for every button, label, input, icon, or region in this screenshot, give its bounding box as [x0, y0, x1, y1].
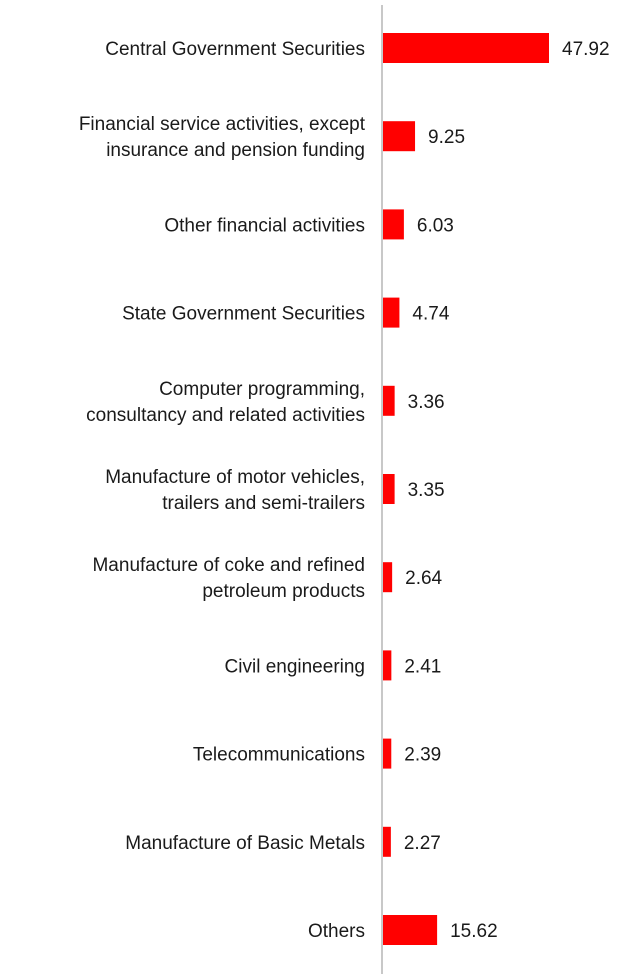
- value-label-7: 2.41: [404, 656, 441, 677]
- value-label-4: 3.36: [408, 392, 445, 413]
- bar-4: [383, 385, 395, 416]
- bar-1: [383, 121, 416, 152]
- category-label-7: Civil engineering: [225, 656, 365, 677]
- bar-10: [383, 915, 438, 945]
- category-label-line: insurance and pension funding: [106, 140, 365, 161]
- bar-3: [383, 297, 400, 328]
- bar-0: [383, 33, 549, 63]
- category-label-line: trailers and semi-trailers: [162, 493, 365, 514]
- category-label-line: Manufacture of coke and refined: [92, 555, 365, 576]
- category-label-4: Computer programming, consultancy and rel…: [86, 379, 365, 426]
- category-label-9: Manufacture of Basic Metals: [125, 833, 365, 854]
- value-label-10: 15.62: [450, 921, 498, 942]
- category-label-line: Telecommunications: [193, 745, 365, 766]
- category-label-line: Manufacture of motor vehicles,: [105, 467, 365, 488]
- bar-7: [383, 650, 392, 681]
- category-label-2: Other financial activities: [164, 215, 365, 236]
- category-label-0: Central Government Securities: [105, 39, 365, 60]
- category-label-8: Telecommunications: [193, 745, 365, 766]
- category-label-line: Others: [308, 921, 365, 942]
- category-label-line: consultancy and related activities: [86, 405, 365, 426]
- value-label-5: 3.35: [408, 480, 445, 501]
- category-label-line: Other financial activities: [164, 215, 365, 236]
- bar-8: [383, 738, 392, 769]
- value-label-9: 2.27: [404, 833, 441, 854]
- category-label-line: State Government Securities: [122, 304, 365, 325]
- bar-2: [383, 209, 404, 240]
- bar-5: [383, 474, 395, 504]
- category-label-line: Manufacture of Basic Metals: [125, 833, 365, 854]
- category-label-line: Financial service activities, except: [79, 114, 366, 135]
- value-label-6: 2.64: [405, 568, 442, 589]
- category-label-3: State Government Securities: [122, 304, 365, 325]
- value-label-8: 2.39: [404, 745, 441, 766]
- bars-group: [383, 33, 549, 945]
- bar-9: [383, 826, 391, 857]
- category-label-line: Civil engineering: [225, 656, 365, 677]
- value-label-2: 6.03: [417, 215, 454, 236]
- category-label-line: Computer programming,: [159, 379, 365, 400]
- category-label-line: petroleum products: [202, 581, 365, 602]
- category-labels-group: Central Government Securities Financial s…: [79, 39, 366, 942]
- value-label-1: 9.25: [428, 127, 465, 148]
- category-label-6: Manufacture of coke and refined petroleum…: [92, 555, 365, 602]
- value-label-3: 4.74: [412, 304, 449, 325]
- bar-6: [383, 562, 393, 593]
- category-label-line: Central Government Securities: [105, 39, 365, 60]
- value-labels-group: 47.92 9.25 6.03 4.74 3.36 3.35 2.64 2.41 2.39 2.2…: [404, 39, 610, 942]
- category-label-5: Manufacture of motor vehicles, trailers a…: [105, 467, 365, 514]
- value-label-0: 47.92: [562, 39, 610, 60]
- category-label-10: Others: [308, 921, 365, 942]
- category-label-1: Financial service activities, except insu…: [79, 114, 366, 161]
